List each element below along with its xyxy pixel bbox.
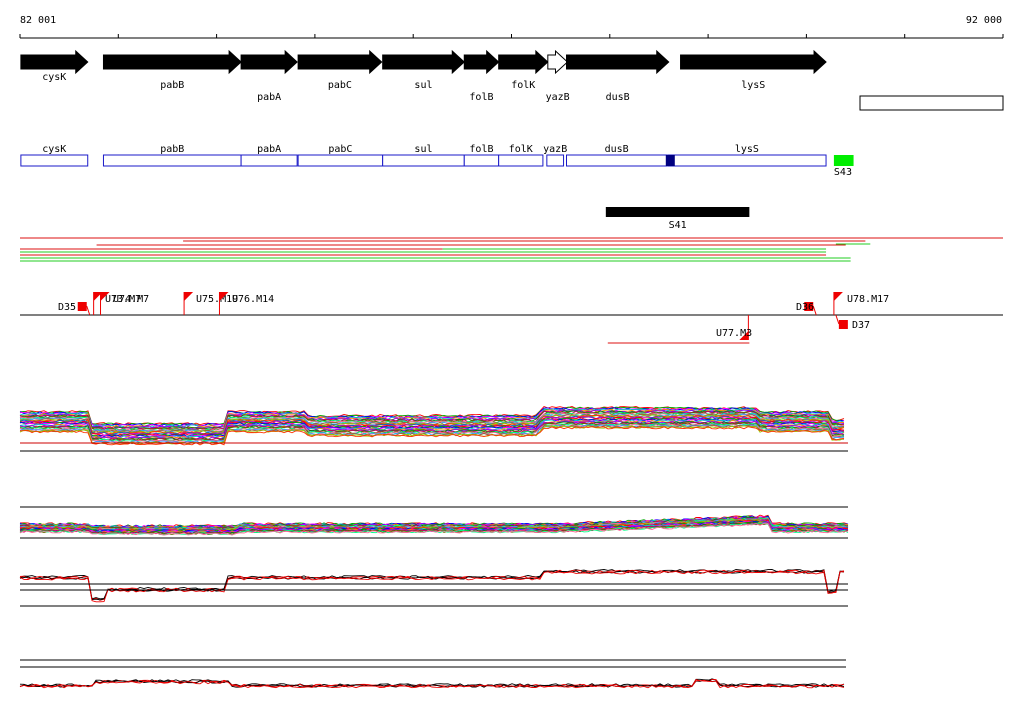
expression-line <box>19 569 845 601</box>
terminator-mark <box>804 302 814 311</box>
segment-track: S43 S41 <box>605 155 854 231</box>
expression-line <box>19 522 849 536</box>
gene-arrow <box>547 49 569 75</box>
operon-label: lysS <box>735 144 759 155</box>
expression-line <box>19 679 845 689</box>
operon-track: cysK pabB pabA pabC sul folB folK yazB dusB lysS <box>20 144 827 167</box>
operon-box <box>297 154 384 167</box>
gene-label: folK <box>511 80 535 91</box>
operon-label: sul <box>414 144 432 155</box>
operon-box <box>240 154 298 167</box>
expression-line <box>19 516 849 530</box>
gene-arrow <box>297 49 383 75</box>
segment-bar <box>605 207 750 217</box>
operon-box <box>463 154 500 167</box>
operon-label: pabA <box>257 144 281 155</box>
operon-box <box>382 154 465 167</box>
transcript-track <box>20 237 1003 344</box>
expression-line <box>20 407 845 428</box>
terminator-mark <box>77 302 87 311</box>
gene-label: lysS <box>741 80 765 91</box>
operon-label: folB <box>469 144 493 155</box>
promoter-label: U77.M3 <box>716 328 752 339</box>
expression-panel-1 <box>19 405 848 452</box>
position-ruler <box>19 34 1004 39</box>
expression-line <box>19 415 845 436</box>
gene-label: pabC <box>328 80 352 91</box>
segment-label: S43 <box>834 167 852 178</box>
expression-line <box>19 570 845 601</box>
gene-label: sul <box>414 80 432 91</box>
promoter-label: D35 <box>58 302 76 313</box>
segment-label: S41 <box>669 220 687 231</box>
gene-label: dusB <box>606 92 630 103</box>
terminator-stem <box>835 314 840 325</box>
gene-arrow <box>498 49 549 75</box>
gene-arrow <box>240 49 298 75</box>
operon-label: pabC <box>328 144 352 155</box>
operon-box <box>498 154 544 167</box>
gene-arrow <box>566 49 670 75</box>
promoter-label: D36 <box>796 302 814 313</box>
expression-panel-2 <box>19 506 849 539</box>
operon-marker <box>665 155 675 166</box>
gene-arrow <box>680 49 827 75</box>
coord-end-label: 92 000 <box>966 15 1002 26</box>
gene-track: cysK pabB pabA pabC sul folB folK yazB dusB lysS <box>20 49 1004 111</box>
terminator-stem <box>86 305 91 316</box>
operon-box <box>566 154 668 167</box>
promoter-flag <box>100 292 110 301</box>
gene-label: yazB <box>546 92 570 103</box>
expression-line <box>19 426 845 446</box>
operon-box <box>546 154 565 167</box>
expression-panel-3 <box>19 569 848 607</box>
promoter-label: U74.M7 <box>113 294 149 305</box>
promoter-flag <box>219 292 229 301</box>
promoter-label: U73.M7 <box>105 294 141 305</box>
promoter-label: U78.M17 <box>847 294 889 305</box>
promoter-label: D37 <box>852 320 870 331</box>
promoter-flag <box>833 292 843 301</box>
expression-line <box>19 423 844 443</box>
operon-label: folK <box>509 144 533 155</box>
promoter-flag <box>184 292 194 301</box>
terminator-mark <box>838 320 848 329</box>
operon-label: cysK <box>42 144 66 155</box>
promoter-label: U76.M14 <box>232 294 274 305</box>
empty-region-box <box>859 95 1004 111</box>
operon-label: dusB <box>605 144 629 155</box>
promoter-label: U75.M19 <box>196 294 238 305</box>
segment-bar <box>833 155 854 166</box>
expression-line <box>19 570 845 603</box>
terminator-stem <box>812 305 817 316</box>
promoter-flag <box>739 331 749 340</box>
gene-arrow <box>382 49 466 75</box>
expression-line <box>19 407 845 427</box>
coord-start-label: 82 001 <box>20 15 56 26</box>
expression-line <box>19 679 845 688</box>
gene-label: pabA <box>257 92 281 103</box>
gene-label: pabB <box>160 80 184 91</box>
expression-panel-4 <box>19 659 846 689</box>
gene-label: folB <box>469 92 493 103</box>
operon-box <box>667 154 827 167</box>
gene-arrow <box>102 49 242 75</box>
gene-arrow <box>20 49 89 75</box>
gene-label: cysK <box>42 72 66 83</box>
operon-label: pabB <box>160 144 184 155</box>
operon-box <box>102 154 242 167</box>
operon-box <box>20 154 89 167</box>
gene-arrow <box>463 49 500 75</box>
operon-label: yazB <box>543 144 567 155</box>
expression-line <box>19 405 845 426</box>
